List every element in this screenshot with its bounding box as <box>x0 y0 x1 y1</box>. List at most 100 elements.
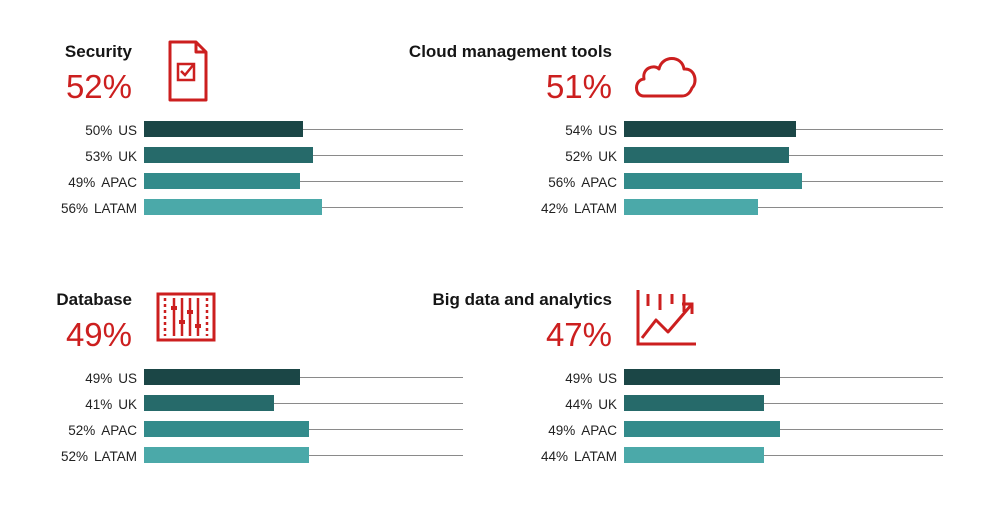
bar-row: 49% US <box>0 366 465 392</box>
bar-uk <box>624 395 764 411</box>
bar-label: 52% APAC <box>68 423 137 438</box>
bar-row: 52% LATAM <box>0 444 465 470</box>
bar-category-label: UK <box>598 149 617 164</box>
bar-row: 42% LATAM <box>480 196 945 222</box>
bar-row: 52% UK <box>480 144 945 170</box>
bar-axis-line <box>624 455 943 456</box>
bar-label: 49% US <box>565 371 617 386</box>
sliders-panel-icon <box>156 292 216 342</box>
bar-row: 54% US <box>480 118 945 144</box>
bar-category-label: LATAM <box>93 201 137 216</box>
bar-value-label: 42% <box>540 201 568 216</box>
cloud-icon <box>635 57 697 98</box>
bar-category-label: LATAM <box>93 449 137 464</box>
chart-total: 47% <box>545 316 612 353</box>
bar-value-label: 50% <box>85 123 113 138</box>
bar-row: 53% UK <box>0 144 465 170</box>
bar-category-label: UK <box>118 149 137 164</box>
bar-label: 56% LATAM <box>61 201 137 216</box>
bar-label: 41% UK <box>85 397 137 412</box>
bar-apac <box>624 421 780 437</box>
bar-us <box>624 121 796 137</box>
bar-value-label: 54% <box>565 123 593 138</box>
bar-axis-line <box>624 429 943 430</box>
bar-category-label: US <box>598 123 617 138</box>
bar-value-label: 44% <box>565 397 593 412</box>
bar-us <box>624 369 780 385</box>
bar-axis-line <box>624 377 943 378</box>
bar-axis-line <box>624 207 943 208</box>
bar-row: 41% UK <box>0 392 465 418</box>
chart-panel-security: Security 52% 50% US 53% UK 49% APAC 56% LATAM <box>0 30 463 270</box>
bar-uk <box>144 395 275 411</box>
bar-category-label: US <box>598 371 617 386</box>
bar-row: 52% APAC <box>0 418 465 444</box>
bar-apac <box>624 173 803 189</box>
bar-uk <box>144 147 313 163</box>
bar-latam <box>144 447 310 463</box>
bar-axis-line <box>144 403 463 404</box>
chart-title: Security <box>64 42 132 61</box>
bar-row: 50% US <box>0 118 465 144</box>
bar-row: 56% APAC <box>480 170 945 196</box>
chart-title: Big data and analytics <box>432 290 613 309</box>
bar-category-label: APAC <box>101 175 137 190</box>
document-checklist-icon <box>168 40 208 102</box>
bar-label: 54% US <box>565 123 617 138</box>
chart-panel-big-data-and-analytics: Big data and analytics 47% 49% US 44% UK 49%… <box>433 278 943 518</box>
bar-category-label: APAC <box>101 423 137 438</box>
bar-label: 56% APAC <box>548 175 617 190</box>
bar-value-label: 52% <box>60 449 88 464</box>
bar-category-label: APAC <box>581 175 617 190</box>
bar-latam <box>144 199 323 215</box>
bar-axis-line <box>144 377 463 378</box>
chart-panel-database: Database 49% 49% US 41% UK 52% APAC 52% LATAM <box>0 278 463 518</box>
bar-value-label: 52% <box>68 423 96 438</box>
bar-value-label: 49% <box>565 371 593 386</box>
bar-label: 42% LATAM <box>541 201 617 216</box>
bar-label: 52% UK <box>565 149 617 164</box>
chart-total: 52% <box>65 68 132 105</box>
bar-row: 44% LATAM <box>480 444 945 470</box>
bar-us <box>144 369 300 385</box>
chart-title: Database <box>56 290 132 309</box>
bar-label: 44% LATAM <box>541 449 617 464</box>
bar-us <box>144 121 303 137</box>
bar-axis-line <box>144 181 463 182</box>
chart-total: 49% <box>65 316 132 353</box>
bar-value-label: 49% <box>548 423 576 438</box>
bar-axis-line <box>144 129 463 130</box>
chart-panel-cloud-management-tools: Cloud management tools 51% 54% US 52% UK 56%… <box>409 30 943 270</box>
bar-label: 49% APAC <box>548 423 617 438</box>
bar-apac <box>144 173 300 189</box>
bar-value-label: 41% <box>85 397 113 412</box>
bar-value-label: 53% <box>85 149 113 164</box>
bar-category-label: APAC <box>581 423 617 438</box>
bar-label: 50% US <box>85 123 137 138</box>
bar-label: 52% LATAM <box>61 449 137 464</box>
bar-value-label: 56% <box>60 201 88 216</box>
bar-category-label: LATAM <box>573 449 617 464</box>
bar-latam <box>624 199 758 215</box>
bar-category-label: US <box>118 123 137 138</box>
bar-category-label: UK <box>598 397 617 412</box>
chart-total: 51% <box>545 68 612 105</box>
bar-axis-line <box>624 403 943 404</box>
bar-category-label: UK <box>118 397 137 412</box>
bar-value-label: 49% <box>68 175 96 190</box>
bar-label: 44% UK <box>565 397 617 412</box>
bar-latam <box>624 447 764 463</box>
bar-label: 53% UK <box>85 149 137 164</box>
bar-label: 49% US <box>85 371 137 386</box>
bar-value-label: 44% <box>540 449 568 464</box>
bar-value-label: 56% <box>548 175 576 190</box>
chart-title: Cloud management tools <box>408 42 612 61</box>
bar-row: 49% APAC <box>480 418 945 444</box>
bar-category-label: LATAM <box>573 201 617 216</box>
bar-value-label: 49% <box>85 371 113 386</box>
bar-row: 49% US <box>480 366 945 392</box>
bar-value-label: 52% <box>565 149 593 164</box>
bar-category-label: US <box>118 371 137 386</box>
bar-row: 56% LATAM <box>0 196 465 222</box>
bar-row: 44% UK <box>480 392 945 418</box>
